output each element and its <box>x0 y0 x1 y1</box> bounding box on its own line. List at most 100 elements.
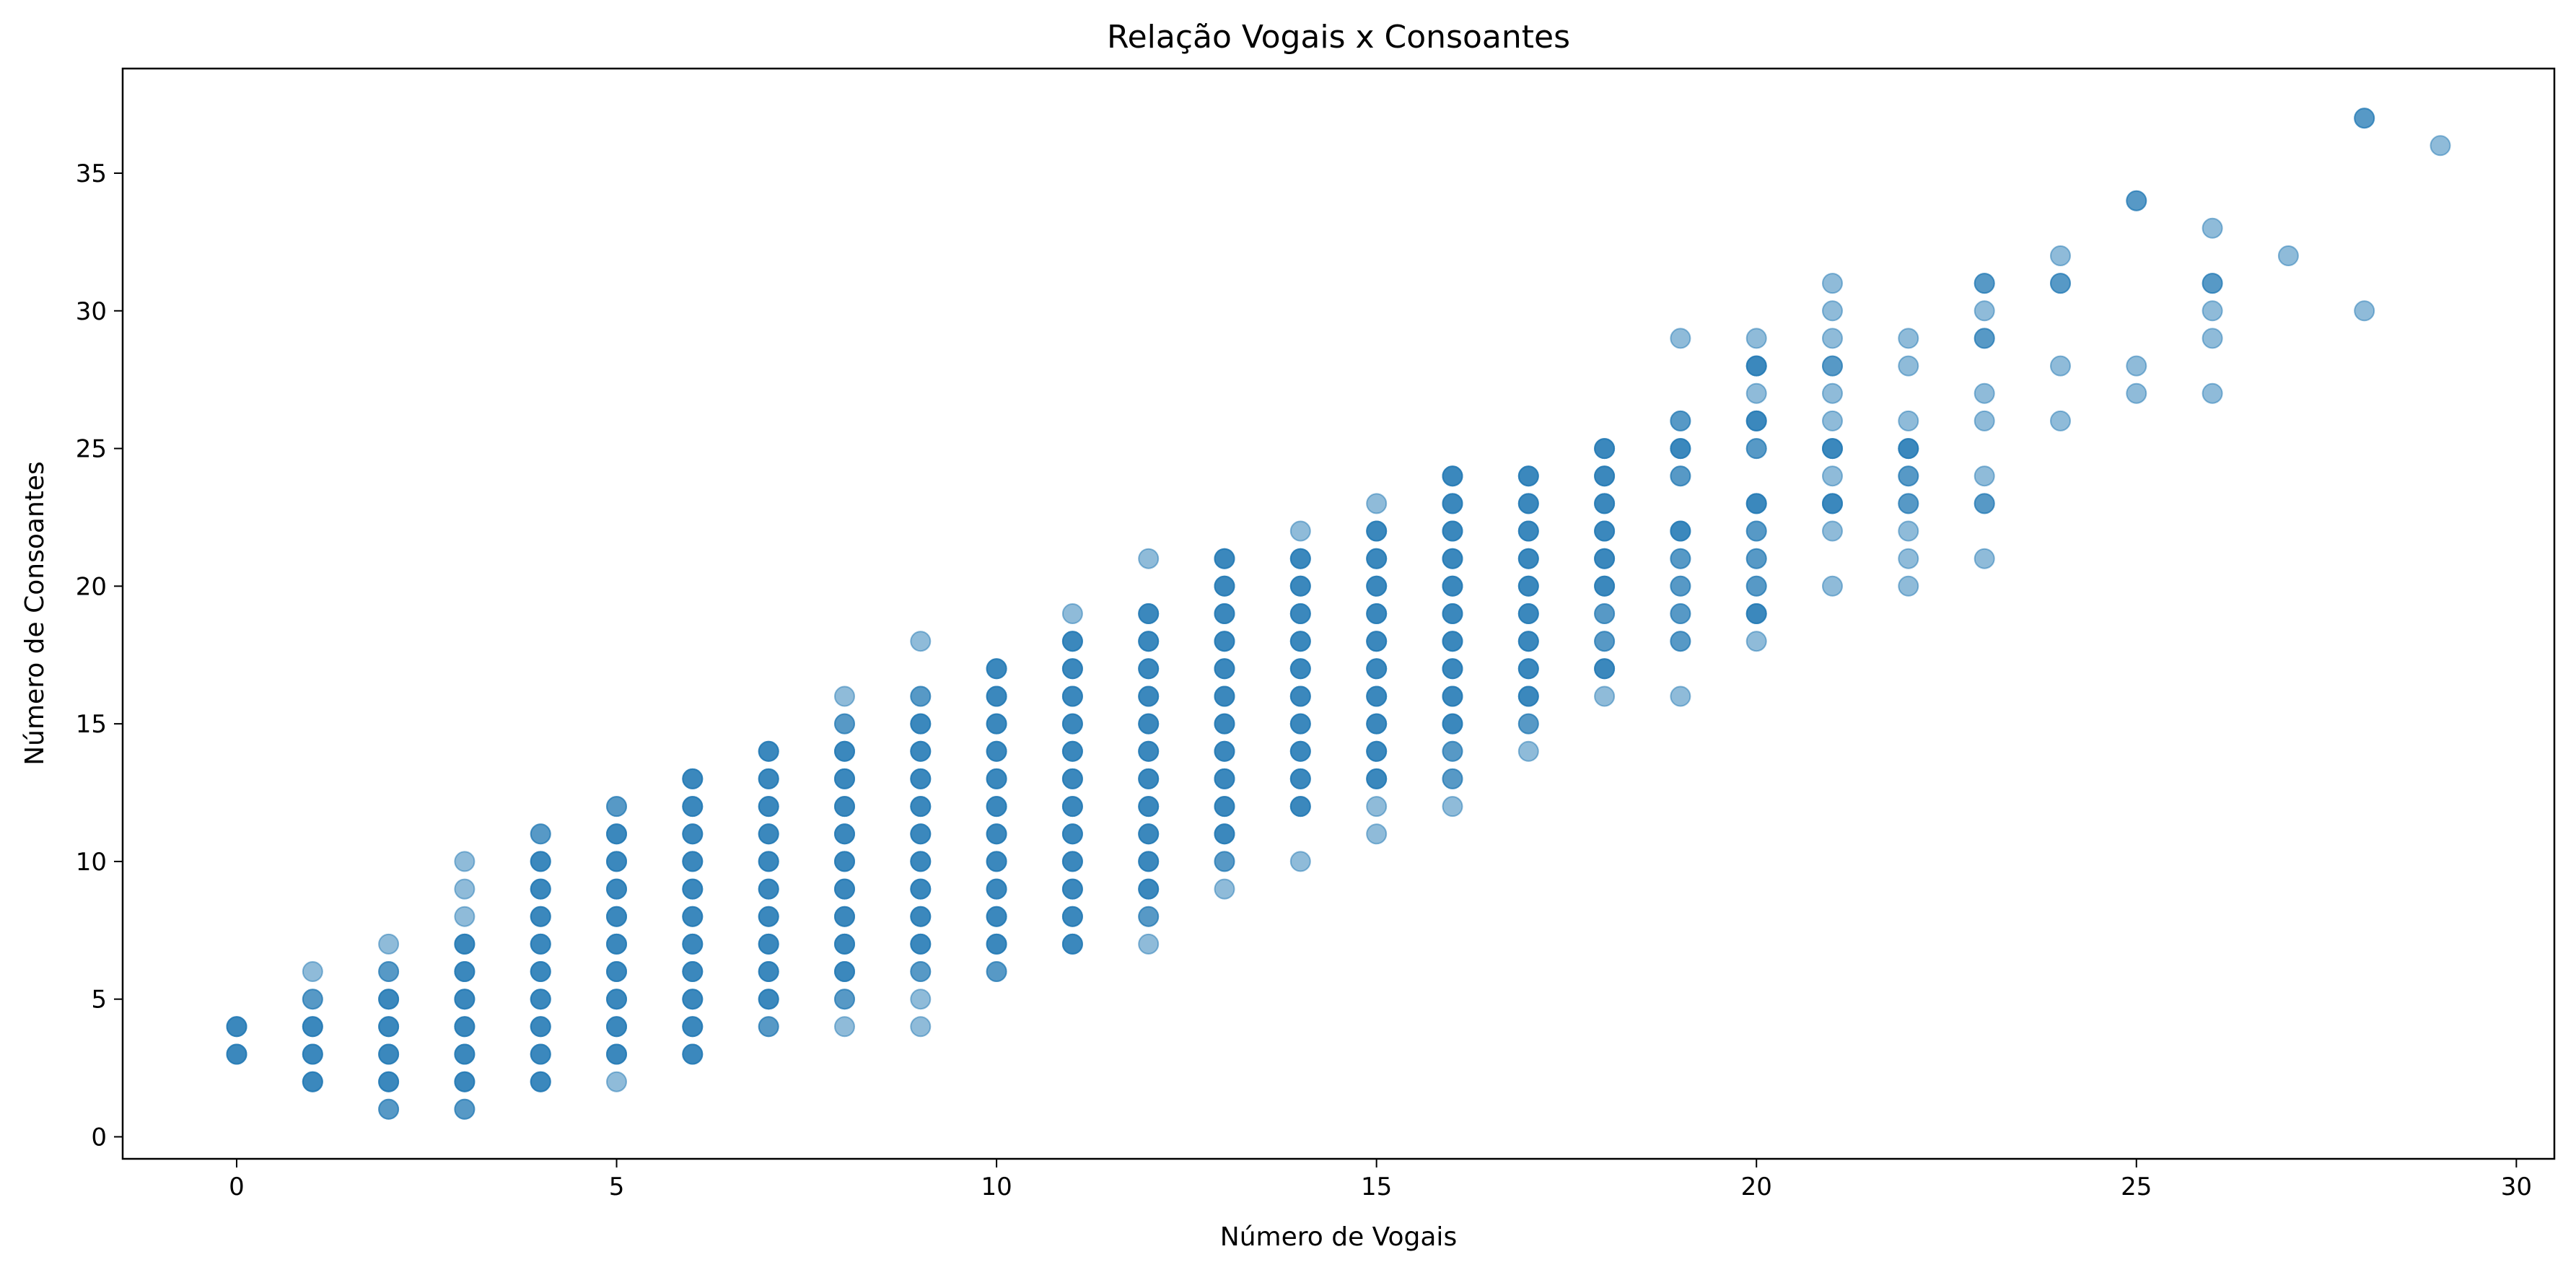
data-point <box>1138 603 1160 624</box>
data-point <box>1898 410 1919 431</box>
data-point <box>682 1043 704 1065</box>
data-point <box>1061 851 1083 872</box>
data-point <box>682 851 704 872</box>
data-point <box>1061 933 1083 955</box>
data-point <box>1517 493 1539 514</box>
data-point <box>1745 520 1767 542</box>
data-point <box>1517 631 1539 652</box>
y-axis-label: Número de Consoantes <box>20 461 50 766</box>
data-point <box>2277 245 2299 266</box>
data-point <box>378 1016 400 1038</box>
data-point <box>1214 823 1235 845</box>
data-point <box>910 989 932 1010</box>
data-point <box>1745 410 1767 431</box>
y-tick-label: 15 <box>76 710 107 739</box>
data-point <box>2202 217 2223 239</box>
data-point <box>530 1071 551 1092</box>
x-tick-label: 30 <box>2501 1173 2532 1201</box>
data-point <box>1973 493 1995 514</box>
data-point <box>1289 851 1311 872</box>
data-point <box>1214 548 1235 569</box>
data-point <box>682 823 704 845</box>
data-point <box>1594 465 1616 487</box>
x-tick-label: 20 <box>1741 1173 1772 1201</box>
data-point <box>1822 273 1843 294</box>
data-point <box>606 933 627 955</box>
data-point <box>2202 300 2223 322</box>
data-point <box>1442 713 1463 735</box>
data-point <box>606 823 627 845</box>
data-point <box>834 933 855 955</box>
data-point <box>1517 548 1539 569</box>
data-point <box>1366 823 1388 845</box>
data-point <box>758 796 779 818</box>
data-point <box>454 851 476 872</box>
data-point <box>986 823 1007 845</box>
data-point <box>1670 603 1691 624</box>
data-point <box>302 961 323 982</box>
data-point <box>910 631 932 652</box>
data-point <box>1214 658 1235 680</box>
data-point <box>1517 575 1539 597</box>
data-point <box>454 933 476 955</box>
data-point <box>682 961 704 982</box>
data-point <box>1289 520 1311 542</box>
data-point <box>1138 851 1160 872</box>
data-point <box>302 1071 323 1092</box>
data-point <box>1366 740 1388 762</box>
data-point <box>1366 685 1388 707</box>
y-tick-label: 10 <box>76 848 107 877</box>
data-point <box>1214 631 1235 652</box>
data-point <box>1517 520 1539 542</box>
data-point <box>1366 768 1388 789</box>
data-point <box>1061 658 1083 680</box>
data-point <box>910 1016 932 1038</box>
data-point <box>1898 355 1919 377</box>
data-point <box>1670 438 1691 460</box>
data-point <box>1517 685 1539 707</box>
data-point <box>1442 603 1463 624</box>
data-point <box>530 933 551 955</box>
data-point <box>302 1043 323 1065</box>
data-point <box>606 796 627 818</box>
data-point <box>1214 768 1235 789</box>
data-point <box>606 851 627 872</box>
data-point <box>1594 493 1616 514</box>
data-point <box>1670 328 1691 349</box>
data-point <box>1822 438 1843 460</box>
data-point <box>758 851 779 872</box>
data-point <box>1442 658 1463 680</box>
data-point <box>1670 685 1691 707</box>
data-point <box>606 1071 627 1092</box>
data-point <box>454 989 476 1010</box>
data-point <box>454 1071 476 1092</box>
data-point <box>2126 190 2147 211</box>
y-tick-label: 30 <box>76 297 107 326</box>
data-point <box>758 740 779 762</box>
data-point <box>1594 631 1616 652</box>
points-layer <box>226 108 2451 1120</box>
data-point <box>1366 796 1388 818</box>
data-point <box>1822 520 1843 542</box>
data-point <box>302 989 323 1010</box>
data-point <box>1214 575 1235 597</box>
data-point <box>1670 548 1691 569</box>
data-point <box>1061 740 1083 762</box>
data-point <box>1289 768 1311 789</box>
data-point <box>1670 631 1691 652</box>
data-point <box>530 878 551 900</box>
x-tick-label: 10 <box>981 1173 1012 1201</box>
data-point <box>1973 382 1995 404</box>
data-point <box>1898 493 1919 514</box>
data-point <box>1138 631 1160 652</box>
data-point <box>834 961 855 982</box>
data-point <box>1061 823 1083 845</box>
data-point <box>1214 851 1235 872</box>
data-point <box>1442 575 1463 597</box>
data-point <box>682 768 704 789</box>
data-point <box>1366 603 1388 624</box>
data-point <box>1517 713 1539 735</box>
data-point <box>758 989 779 1010</box>
data-point <box>1138 685 1160 707</box>
data-point <box>986 685 1007 707</box>
